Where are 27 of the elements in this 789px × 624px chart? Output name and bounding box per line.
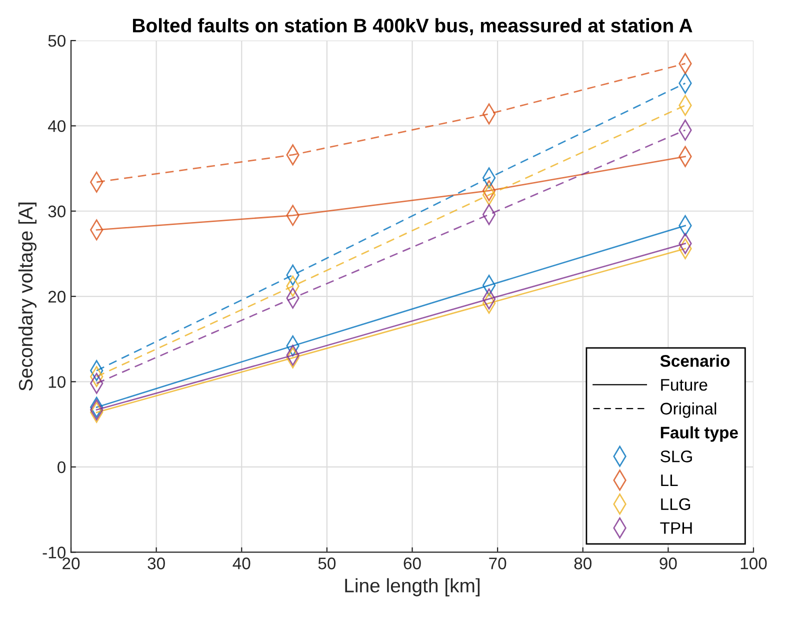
legend-label: SLG	[660, 450, 692, 462]
x-axis-title: Line length [km]	[345, 578, 480, 596]
annotation: Original	[660, 402, 716, 418]
legend-label: LL	[661, 474, 678, 486]
x-tick-label: 30	[148, 558, 165, 570]
legend-label: TPH	[660, 522, 692, 534]
y-tick-label: 50	[48, 34, 66, 47]
x-tick-label: 80	[574, 558, 592, 570]
x-tick-label: 100	[740, 558, 767, 570]
text: Fault type	[660, 426, 738, 442]
x-tick-label: 60	[404, 558, 421, 570]
x-tick-label: 20	[62, 558, 80, 570]
y-tick-label: 20	[48, 290, 66, 303]
x-tick-label: 70	[489, 558, 506, 570]
text: Scenario	[660, 354, 730, 367]
annotation: Future	[661, 379, 708, 391]
x-tick-label: 90	[660, 558, 677, 570]
y-tick-label: 30	[48, 206, 66, 218]
y-tick-label: 10	[48, 376, 66, 388]
y-tick-label: 40	[48, 120, 66, 132]
chart-title: Bolted faults on station B 400kV bus, meassured at station A	[133, 18, 692, 36]
y-tick-label: 0	[58, 461, 66, 474]
legend-label: LLG	[661, 498, 690, 510]
y-tick-label: -10	[42, 546, 66, 558]
x-tick-label: 50	[318, 558, 336, 570]
x-tick-label: 40	[232, 558, 250, 570]
y-axis-title: Secondary voltage [A]	[18, 202, 37, 391]
